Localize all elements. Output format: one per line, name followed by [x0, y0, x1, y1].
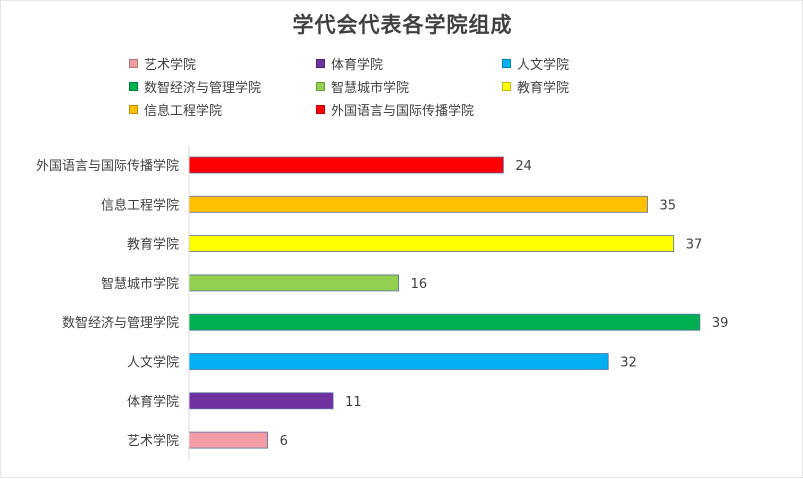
category-label: 人文学院: [127, 355, 179, 371]
legend-swatch-arts: [129, 59, 138, 68]
bar: [188, 156, 504, 174]
category-label: 教育学院: [127, 237, 179, 253]
data-label: 16: [411, 277, 428, 292]
data-label: 37: [686, 238, 703, 253]
data-label: 11: [345, 395, 362, 410]
legend-item-arts: 艺术学院: [129, 54, 196, 73]
category-label: 艺术学院: [127, 433, 179, 449]
data-label: 6: [280, 434, 288, 449]
category-label: 信息工程学院: [101, 197, 179, 213]
legend-label-arts: 艺术学院: [144, 58, 197, 73]
legend-swatch-digital-economy: [129, 82, 138, 91]
legend-item-digital-economy: 数智经济与管理学院: [129, 77, 261, 96]
legend-label-sports: 体育学院: [331, 58, 384, 73]
legend-label-digital-economy: 数智经济与管理学院: [144, 81, 262, 96]
legend-swatch-smart-city: [316, 82, 325, 91]
bar: [188, 313, 701, 331]
data-label: 24: [515, 159, 532, 174]
legend-label-smart-city: 智慧城市学院: [331, 81, 410, 96]
data-label: 39: [712, 316, 729, 331]
legend-label-education: 教育学院: [517, 81, 570, 96]
legend-label-info-engineering: 信息工程学院: [144, 104, 223, 119]
legend-item-education: 教育学院: [502, 77, 569, 96]
legend-swatch-education: [502, 82, 511, 91]
bar: [188, 431, 268, 449]
data-label: 35: [660, 198, 677, 213]
bar: [188, 392, 334, 410]
legend-label-humanities: 人文学院: [517, 58, 570, 73]
legend-item-info-engineering: 信息工程学院: [129, 100, 222, 119]
legend-item-foreign-languages: 外国语言与国际传播学院: [316, 100, 474, 119]
bar: [188, 235, 675, 253]
legend-item-sports: 体育学院: [316, 54, 383, 73]
legend-item-smart-city: 智慧城市学院: [316, 77, 409, 96]
bar: [188, 195, 648, 213]
category-label: 外国语言与国际传播学院: [36, 158, 179, 174]
legend-swatch-humanities: [502, 59, 511, 68]
legend-label-foreign-languages: 外国语言与国际传播学院: [331, 104, 475, 119]
bar: [188, 353, 609, 370]
chart-title: 学代会代表各学院组成: [292, 13, 513, 37]
legend-swatch-sports: [316, 59, 325, 68]
category-label: 体育学院: [127, 394, 179, 410]
bar: [188, 274, 400, 292]
category-label: 数智经济与管理学院: [62, 315, 179, 331]
legend-item-humanities: 人文学院: [502, 54, 569, 73]
legend-swatch-info-engineering: [129, 105, 138, 114]
legend-swatch-foreign-languages: [316, 105, 325, 114]
category-label: 智慧城市学院: [101, 276, 179, 292]
data-label: 32: [620, 356, 637, 371]
